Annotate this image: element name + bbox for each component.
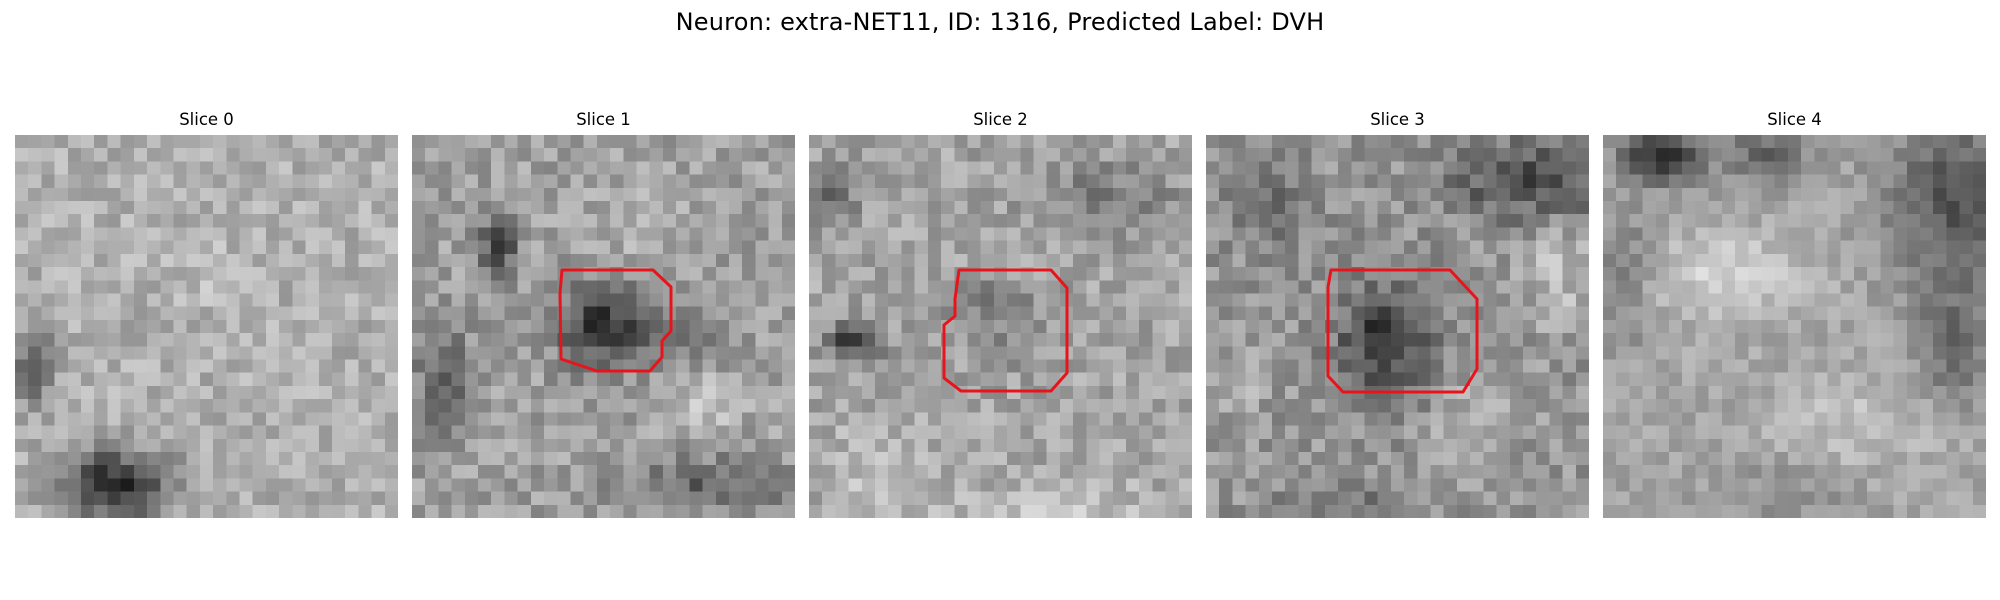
slice-image — [15, 135, 398, 518]
roi-contour — [558, 268, 673, 373]
slice-title: Slice 2 — [973, 110, 1028, 129]
slice-title: Slice 3 — [1370, 110, 1425, 129]
figure-title: Neuron: extra-NET11, ID: 1316, Predicted… — [675, 8, 1325, 36]
roi-contour — [942, 268, 1069, 393]
slice-panel-1: Slice 1 — [412, 108, 795, 518]
slice-image — [809, 135, 1192, 518]
slice-panel-3: Slice 3 — [1206, 108, 1589, 518]
slice-title: Slice 1 — [576, 110, 631, 129]
slice-panel-0: Slice 0 — [15, 108, 398, 518]
slice-title: Slice 0 — [179, 110, 234, 129]
roi-contour — [1326, 268, 1479, 394]
slice-panel-4: Slice 4 — [1603, 108, 1986, 518]
slice-title: Slice 4 — [1767, 110, 1822, 129]
slice-image — [1603, 135, 1986, 518]
slice-image — [1206, 135, 1589, 518]
slice-panel-2: Slice 2 — [809, 108, 1192, 518]
slice-image — [412, 135, 795, 518]
